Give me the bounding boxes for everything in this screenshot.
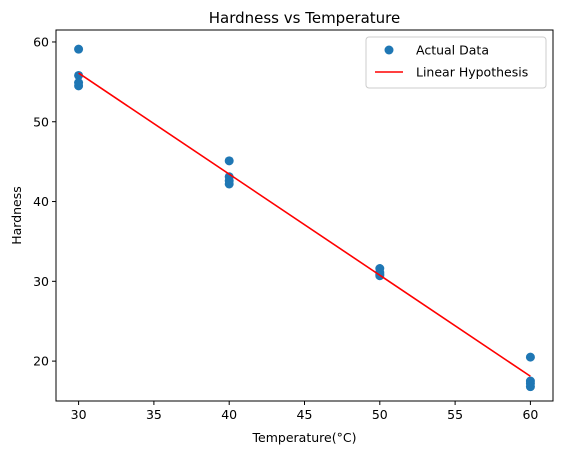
x-axis-label: Temperature(°C) — [252, 430, 357, 445]
x-tick-label: 40 — [221, 407, 237, 422]
legend-box — [365, 36, 547, 89]
scatter-point — [74, 70, 84, 80]
y-tick-label: 20 — [33, 354, 49, 369]
chart-title: Hardness vs Temperature — [209, 9, 401, 27]
y-tick-label: 60 — [33, 34, 49, 49]
y-tick-label: 50 — [33, 114, 49, 129]
scatter-point — [224, 179, 234, 189]
linear-hypothesis-line — [78, 72, 531, 377]
legend: Actual Data Linear Hypothesis — [365, 36, 547, 89]
x-tick-label: 30 — [71, 407, 87, 422]
x-tick-label: 55 — [447, 407, 463, 422]
scatter-point — [74, 44, 84, 54]
y-tick-label: 40 — [33, 194, 49, 209]
x-tick-label: 35 — [146, 407, 162, 422]
legend-label-linear-hypothesis: Linear Hypothesis — [416, 65, 528, 80]
tick-layer: 30 35 40 45 50 55 60 20 30 40 50 60 — [33, 34, 538, 422]
y-tick-label: 30 — [33, 274, 49, 289]
y-axis-label: Hardness — [9, 186, 24, 245]
scatter-point — [525, 352, 535, 362]
legend-scatter-marker — [384, 45, 394, 55]
scatter-point — [224, 156, 234, 166]
x-tick-label: 60 — [522, 407, 538, 422]
x-tick-label: 50 — [372, 407, 388, 422]
scatter-point — [74, 81, 84, 91]
data-layer — [74, 44, 535, 392]
scatter-point — [525, 382, 535, 392]
axes-frame — [55, 29, 554, 402]
legend-label-actual-data: Actual Data — [416, 43, 489, 58]
x-tick-label: 45 — [297, 407, 313, 422]
plot-area — [56, 30, 553, 401]
